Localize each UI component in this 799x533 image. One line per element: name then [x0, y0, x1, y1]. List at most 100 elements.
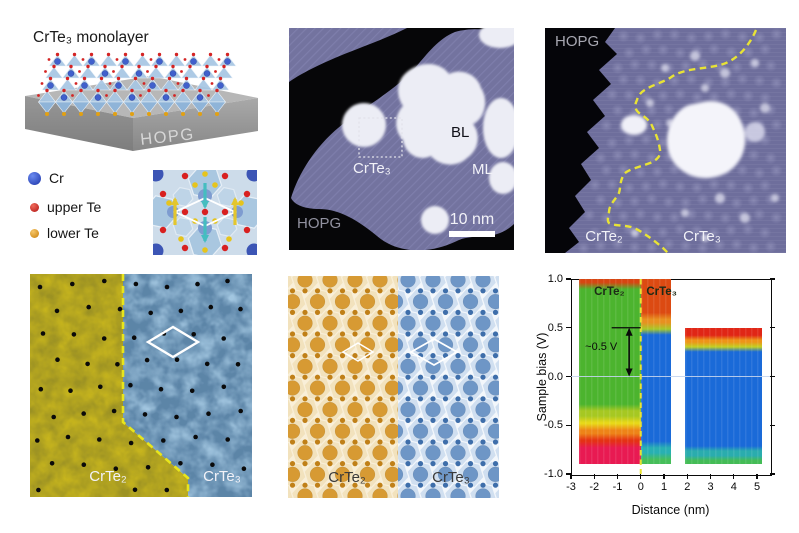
legend-item-cr: Cr	[28, 170, 64, 186]
y-tick	[770, 278, 775, 280]
bright-adatom-dots	[631, 51, 779, 242]
domain-boundary-dashed-line	[121, 274, 190, 497]
y-tick	[770, 375, 775, 378]
y-tick-label: 1.0	[547, 273, 563, 285]
x-axis-title: Distance (nm)	[631, 503, 710, 517]
y-tick-label: 0.5	[547, 321, 563, 334]
moire-lattice-dots	[35, 278, 247, 493]
x-tick-label: 2	[684, 481, 691, 493]
crte3-domain-texture	[123, 274, 252, 497]
legend-label: Cr	[49, 170, 64, 186]
heatmap-region-label: CrTe₂	[594, 285, 625, 298]
crte2-lattice	[288, 276, 398, 498]
crte3-region-label: CrTe₃	[683, 228, 721, 245]
scale-bar	[449, 231, 495, 237]
hopg-dark-region	[545, 28, 617, 253]
unit-cell-rhombus	[145, 325, 201, 359]
x-tick	[756, 474, 758, 479]
zero-bias-line	[571, 375, 770, 378]
heatmap-striation	[640, 279, 671, 465]
panel-e-structure-models: CrTe₂ CrTe₃	[288, 276, 499, 498]
x-tick-label: -3	[566, 481, 576, 493]
y-tick-label: 0.0	[547, 370, 563, 383]
crte3-domain-label: CrTe₃	[203, 468, 241, 485]
panel-c-stm-boundary: HOPG CrTe₂ CrTe₃	[545, 28, 786, 253]
crte3-unit-cell-rhombus	[409, 337, 459, 367]
x-tick	[570, 474, 572, 479]
x-tick	[593, 474, 595, 479]
cr-atom-dot	[28, 171, 41, 185]
heatmap-block	[579, 279, 641, 465]
x-tick	[616, 474, 619, 479]
crystal-structure-inset	[153, 170, 257, 255]
legend-item-upper-te: upper Te	[30, 199, 101, 215]
x-tick-label: 5	[753, 481, 761, 493]
gap-annotation-label: ~0.5 V	[585, 341, 618, 354]
crte2-region-label: CrTe₂	[585, 228, 623, 245]
x-tick	[686, 474, 688, 479]
hopg-slab-right-face	[133, 98, 258, 151]
monolayer-label: ML	[472, 161, 493, 178]
x-tick-label: 4	[730, 481, 737, 493]
hopg-slab-left-face	[25, 96, 133, 151]
y-tick-label: -1.0	[544, 468, 563, 480]
bl-islands	[342, 28, 514, 234]
crte3-model-label: CrTe₃	[432, 469, 470, 486]
monolayer-lattice	[37, 52, 237, 116]
scale-bar-label: 10 nm	[449, 211, 495, 228]
y-tick	[566, 473, 571, 475]
y-tick	[566, 424, 571, 426]
y-tick	[770, 473, 775, 475]
stm-boundary-image	[545, 28, 783, 253]
x-tick	[709, 474, 712, 479]
hopg-slab-label: HOPG	[139, 125, 195, 149]
y-tick	[770, 424, 775, 426]
x-tick	[733, 474, 735, 479]
lattice-models-image	[288, 276, 499, 498]
x-tick-label: -2	[589, 481, 600, 493]
phase-boundary-dashed-line	[606, 29, 758, 253]
stm-islands-image	[289, 28, 514, 250]
atomic-stm-image	[30, 274, 252, 497]
crte2-domain-label: CrTe₂	[89, 468, 127, 485]
x-tick	[640, 474, 642, 479]
lower-te-atom-dot	[30, 228, 39, 238]
panel-b-stm-overview: BL ML CrTe₃ HOPG 10 nm	[289, 28, 514, 250]
panel-a-model: CrTe₃ monolayer HOPG Cr upper Te	[0, 0, 270, 262]
x-tick-label: 0	[637, 481, 644, 493]
x-tick-label: -1	[612, 481, 623, 493]
zoom-region-dashed-box	[358, 117, 403, 158]
crte3-island-label: CrTe₃	[353, 160, 391, 177]
heatmap-striation	[579, 279, 641, 465]
heatmap-block	[684, 327, 762, 465]
upper-te-atom-dot	[30, 202, 39, 212]
x-tick	[663, 474, 665, 479]
crte3-monolayer-3d-illustration: HOPG	[25, 52, 258, 151]
panel-f-bias-distance-heatmap: Distance (nm) Sample bias (V) -3 -2 -1 0 1 2 3…	[533, 266, 799, 533]
ml-terrace-top-left	[289, 28, 407, 82]
x-tick-label: 3	[707, 481, 714, 493]
y-tick-label: -0.5	[544, 419, 563, 432]
hopg-substrate-label: HOPG	[555, 33, 600, 50]
crte3-lattice	[398, 276, 499, 498]
heatmap-region-label: CrTe₃	[646, 285, 678, 298]
y-tick	[566, 375, 571, 378]
y-tick	[770, 327, 775, 329]
panel-a-title: CrTe₃ monolayer	[33, 29, 149, 46]
legend-label: upper Te	[47, 199, 102, 215]
crte2-model-label: CrTe₂	[328, 469, 366, 486]
legend-item-lower-te: lower Te	[30, 225, 99, 241]
hopg-substrate-label: HOPG	[297, 215, 342, 232]
y-tick	[566, 278, 571, 280]
heatmap-striation	[684, 327, 762, 465]
x-tick-label: 1	[660, 481, 668, 493]
legend-label: lower Te	[47, 225, 99, 241]
crte2-domain-texture	[30, 274, 188, 497]
panel-d-atomic-stm: CrTe₂ CrTe₃	[30, 274, 252, 497]
heatmap-block	[640, 279, 671, 465]
crte2-unit-cell-rhombus	[341, 342, 375, 362]
bilayer-label: BL	[451, 124, 470, 141]
y-tick	[566, 327, 571, 329]
bilayer-clusters	[621, 101, 765, 179]
